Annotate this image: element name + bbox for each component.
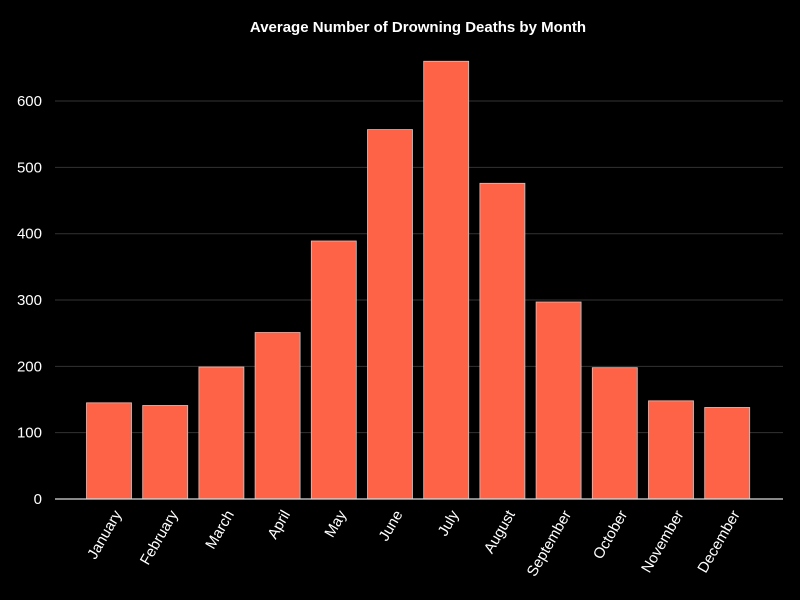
y-tick-label: 500 — [17, 159, 42, 176]
bar-august — [479, 182, 526, 500]
y-tick-label: 600 — [17, 93, 42, 110]
bar-june — [367, 129, 413, 500]
bar-april — [254, 332, 301, 500]
x-tick-label: January — [84, 507, 126, 562]
x-tick-label: June — [375, 508, 406, 545]
y-tick-label: 200 — [17, 358, 42, 375]
bar-october — [591, 367, 638, 500]
bar-may — [310, 240, 357, 500]
bar-january — [86, 402, 132, 500]
bar-july — [423, 60, 470, 500]
grid-lines — [55, 100, 783, 434]
x-tick-label: December — [694, 508, 743, 576]
x-tick-label: May — [321, 507, 350, 540]
x-tick-label: February — [137, 507, 182, 568]
y-tick-label: 400 — [17, 226, 42, 243]
chart-title: Average Number of Drowning Deaths by Mon… — [250, 19, 586, 36]
x-tick-label: October — [590, 507, 631, 562]
bars — [86, 60, 751, 500]
bar-november — [648, 400, 694, 500]
y-tick-label: 0 — [34, 491, 42, 508]
bar-february — [142, 405, 189, 500]
x-tick-label: September — [524, 507, 575, 579]
bar-march — [198, 366, 245, 500]
y-tick-label: 300 — [17, 292, 42, 309]
y-tick-label: 100 — [17, 425, 42, 442]
x-tick-label: March — [202, 508, 238, 553]
x-tick-label: August — [481, 507, 519, 557]
x-tick-label: July — [435, 507, 463, 539]
y-axis: 0 100 200 300 400 500 600 — [17, 93, 42, 508]
x-tick-label: November — [638, 508, 687, 576]
x-axis: January February March April May June July Augu… — [55, 498, 783, 580]
bar-september — [535, 301, 582, 500]
x-tick-label: April — [264, 508, 294, 542]
bar-december — [704, 407, 751, 500]
